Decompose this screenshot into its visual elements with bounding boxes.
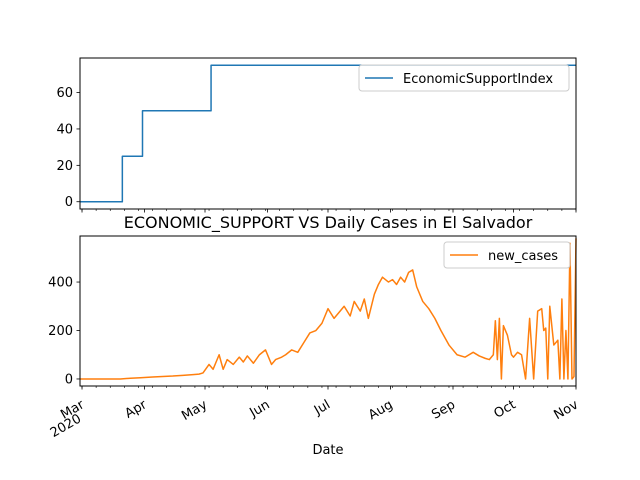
bottom-y-tick-label: 200 xyxy=(48,324,73,339)
top-legend-box xyxy=(358,64,570,92)
top-y-tick-label: 20 xyxy=(56,159,73,174)
top-y-tick-label: 40 xyxy=(56,122,73,137)
bottom-series-lines xyxy=(80,238,577,380)
top-y-ticks: 0 20 40 60 xyxy=(56,86,80,210)
top-legend-label: EconomicSupportIndex xyxy=(403,72,553,87)
bottom-legend: new_cases xyxy=(443,241,571,269)
x-tick-label: Jul xyxy=(311,397,333,418)
bottom-legend-label: new_cases xyxy=(488,249,558,264)
chart-title: ECONOMIC_SUPPORT VS Daily Cases in El Sa… xyxy=(124,213,533,233)
bottom-series-line-1 xyxy=(80,238,577,380)
top-subplot: 0 20 40 60 EconomicSupportIndex xyxy=(56,57,577,213)
bottom-y-tick-label: 400 xyxy=(48,276,73,291)
bottom-y-tick-label: 0 xyxy=(65,372,73,387)
top-series-line-1 xyxy=(80,64,576,203)
top-legend: EconomicSupportIndex xyxy=(358,64,570,92)
bottom-subplot: ECONOMIC_SUPPORT VS Daily Cases in El Sa… xyxy=(48,213,581,458)
top-series-lines xyxy=(80,64,576,203)
bottom-legend-box xyxy=(443,241,571,269)
bottom-y-ticks: 0 200 400 xyxy=(48,276,80,387)
top-y-tick-label: 0 xyxy=(65,195,73,210)
x-axis-label: Date xyxy=(312,443,343,458)
top-axes-frame xyxy=(79,57,577,210)
bottom-axes-frame xyxy=(79,235,577,387)
top-y-tick-label: 60 xyxy=(56,86,73,101)
